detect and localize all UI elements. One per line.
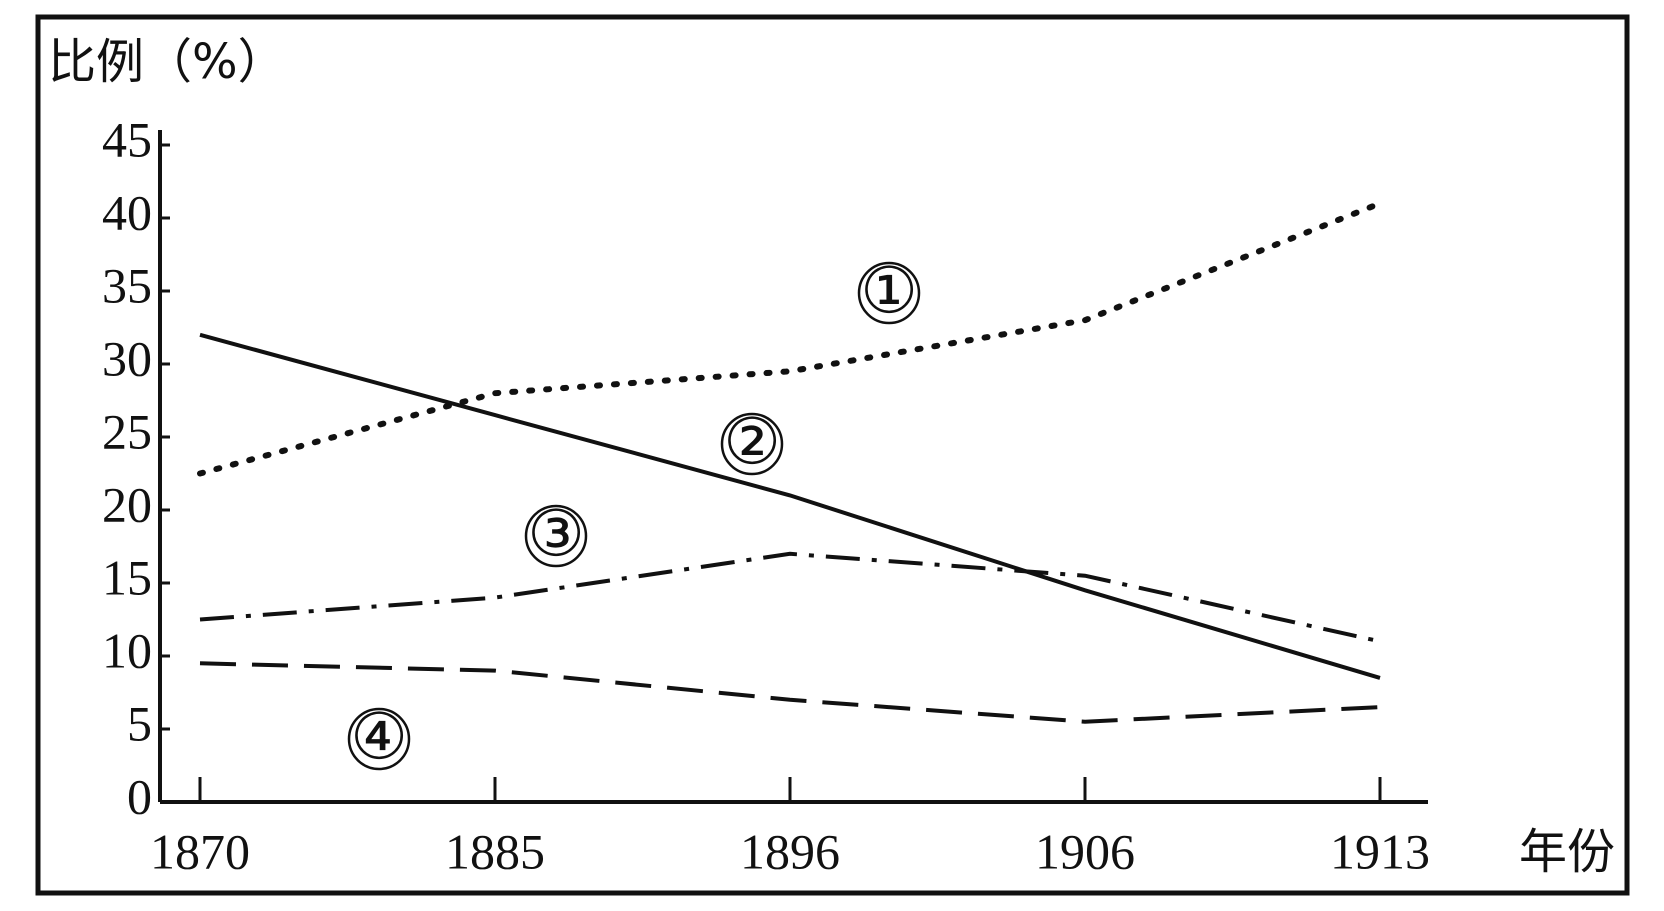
x-tick-label: 1885 — [445, 823, 545, 879]
y-tick-label: 0 — [127, 768, 152, 824]
y-tick-label: 15 — [102, 549, 152, 605]
series-label-circle — [524, 504, 588, 568]
series-label: ③ — [527, 498, 584, 572]
series-label-circle — [347, 707, 411, 771]
series-line — [199, 551, 1381, 644]
series-line — [197, 200, 1383, 477]
series-label: ② — [723, 406, 780, 480]
y-tick-label: 10 — [102, 622, 152, 678]
y-tick-label: 30 — [102, 330, 152, 386]
x-tick-label: 1913 — [1330, 823, 1430, 879]
x-tick-label: 1906 — [1035, 823, 1135, 879]
y-tick-label: 45 — [102, 111, 152, 167]
y-tick-label: 35 — [102, 257, 152, 313]
y-tick-label: 40 — [102, 184, 152, 240]
frame — [35, 14, 1630, 896]
series-label-circle — [720, 412, 784, 476]
x-axis-label: 年份 — [1519, 824, 1615, 880]
series-label-circle — [857, 261, 921, 325]
series-line — [199, 661, 1381, 724]
y-tick-label: 5 — [127, 695, 152, 751]
x-tick-label: 1896 — [740, 823, 840, 879]
series-line — [199, 332, 1381, 680]
series-label: ① — [860, 255, 917, 329]
y-tick-label: 25 — [102, 403, 152, 459]
x-tick-label: 1870 — [150, 823, 250, 879]
series-label: ④ — [350, 701, 407, 775]
y-axis-label: 比例（%） — [48, 34, 286, 90]
y-tick-label: 20 — [102, 476, 152, 532]
